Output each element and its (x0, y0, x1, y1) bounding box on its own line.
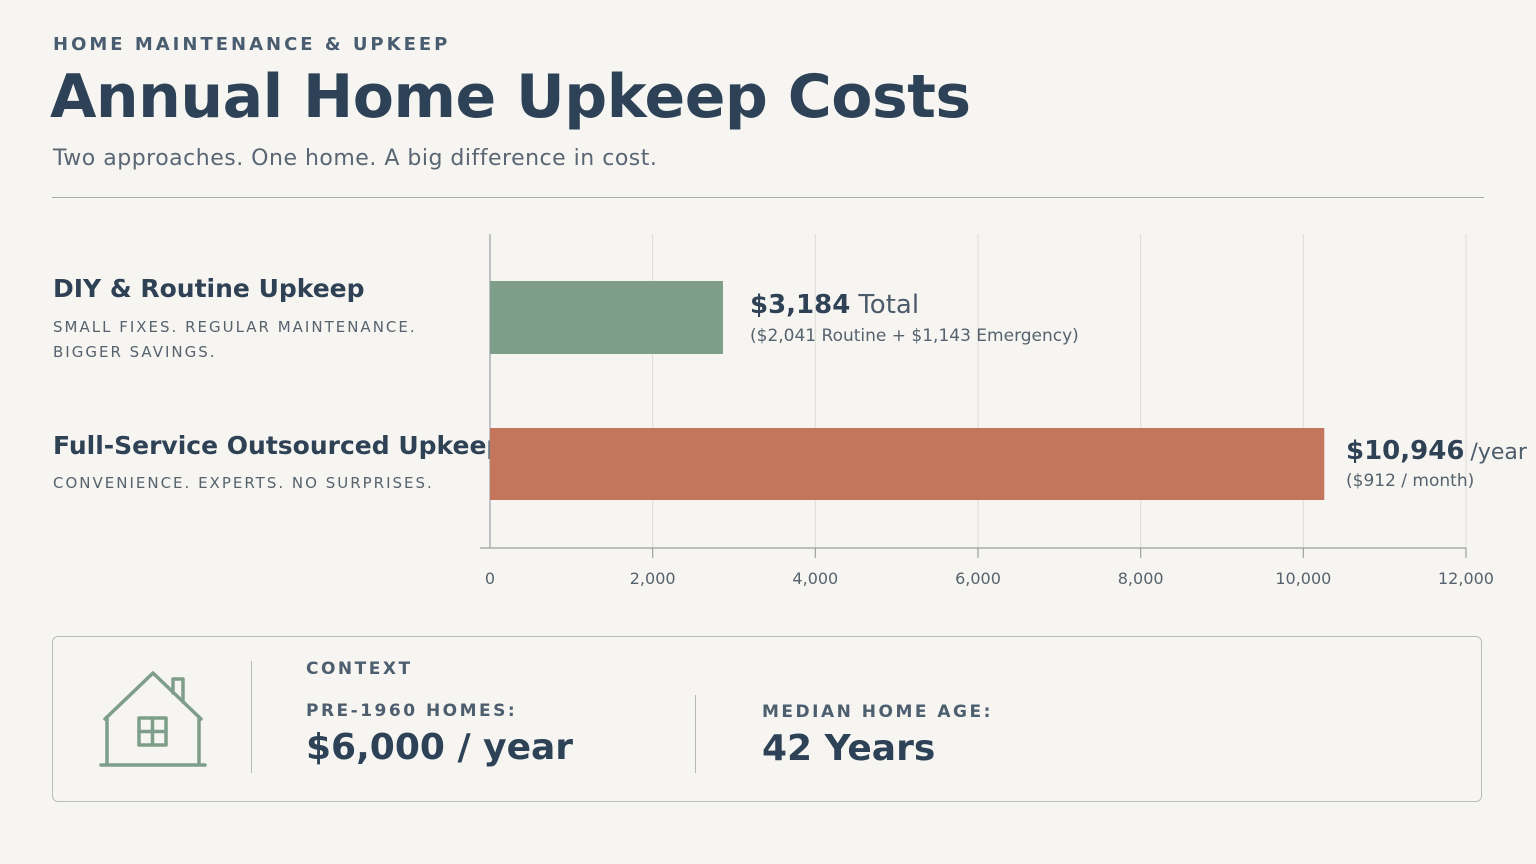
chart-grid (652, 234, 1467, 548)
outsourced-value-monthly: ($912 / month) (1346, 471, 1474, 491)
page-subtitle: Two approaches. One home. A big differen… (53, 146, 658, 171)
eyebrow-label: HOME MAINTENANCE & UPKEEP (53, 34, 451, 55)
diy-value-amount: $3,184 (750, 290, 850, 320)
bar-outsourced (490, 428, 1325, 500)
x-tick-label: 4,000 (792, 569, 838, 588)
category-name-outsourced: Full-Service Outsourced Upkeep (53, 431, 505, 460)
x-tick-label: 10,000 (1275, 569, 1331, 588)
x-tick-label: 8,000 (1118, 569, 1164, 588)
house-icon (99, 671, 207, 767)
pre-1960-value: $6,000 / year (306, 727, 574, 768)
bar-chart: 0 2,000 4,000 6,000 8,000 10,000 12,000 $3,184… (480, 234, 1528, 588)
outsourced-value-label: $10,946/year (1346, 436, 1528, 466)
category-desc-diy-line1: SMALL FIXES. REGULAR MAINTENANCE. (53, 318, 417, 336)
x-tick-label: 6,000 (955, 569, 1001, 588)
context-divider-1 (251, 661, 252, 773)
diy-value-label: $3,184 Total (750, 290, 919, 320)
page-title: Annual Home Upkeep Costs (50, 62, 971, 132)
diy-value-breakdown: ($2,041 Routine + $1,143 Emergency) (750, 326, 1079, 346)
chart-bars (490, 281, 1325, 500)
header-divider (52, 197, 1484, 198)
category-name-diy: DIY & Routine Upkeep (53, 274, 365, 303)
x-tick-label: 2,000 (630, 569, 676, 588)
median-age-value: 42 Years (762, 728, 936, 769)
x-tick-label: 0 (485, 569, 495, 588)
outsourced-value-unit: /year (1470, 440, 1527, 465)
context-divider-2 (695, 695, 696, 773)
x-axis-ticks: 0 2,000 4,000 6,000 8,000 10,000 12,000 (485, 548, 1494, 588)
category-desc-outsourced: CONVENIENCE. EXPERTS. NO SURPRISES. (53, 474, 434, 492)
context-heading: CONTEXT (306, 659, 413, 679)
x-tick-label: 12,000 (1438, 569, 1494, 588)
median-age-label: MEDIAN HOME AGE: (762, 702, 993, 722)
outsourced-value-amount: $10,946 (1346, 436, 1464, 466)
bar-diy (490, 281, 723, 354)
pre-1960-label: PRE-1960 HOMES: (306, 701, 518, 721)
category-desc-diy: SMALL FIXES. REGULAR MAINTENANCE. BIGGER… (53, 315, 453, 365)
diy-value-unit: Total (857, 290, 919, 320)
context-panel: CONTEXT PRE-1960 HOMES: $6,000 / year ME… (52, 636, 1482, 802)
category-desc-diy-line2: BIGGER SAVINGS. (53, 343, 217, 361)
